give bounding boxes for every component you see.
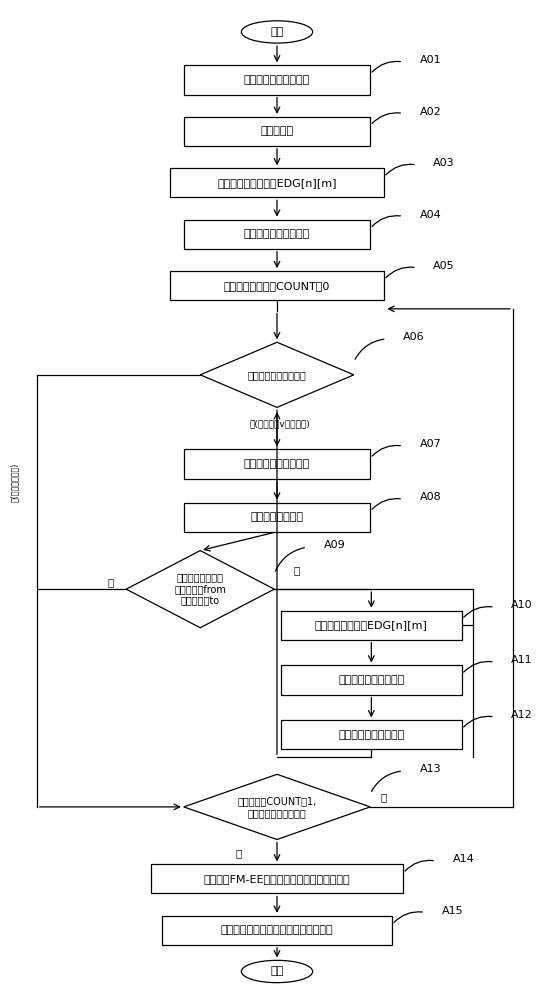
Text: 遍历每个元胞是否结束: 遍历每个元胞是否结束 bbox=[248, 370, 306, 380]
Text: A06: A06 bbox=[403, 332, 425, 342]
Text: 计算初始划分的割切值: 计算初始划分的割切值 bbox=[244, 229, 310, 239]
Bar bbox=[281, 720, 462, 749]
Bar bbox=[281, 665, 462, 695]
Bar bbox=[184, 117, 370, 146]
Text: A07: A07 bbox=[419, 439, 442, 449]
Text: 否(存在结点v未被访问): 否(存在结点v未被访问) bbox=[249, 419, 310, 428]
Bar bbox=[151, 864, 403, 893]
Text: 计算当前元胞的收益值: 计算当前元胞的收益值 bbox=[244, 459, 310, 469]
Text: 是: 是 bbox=[235, 848, 242, 858]
Text: 开始: 开始 bbox=[270, 27, 284, 37]
Text: A08: A08 bbox=[419, 492, 442, 502]
Ellipse shape bbox=[242, 960, 312, 983]
Text: 循环计数器COUNT加1,
是否满足循环中止条件: 循环计数器COUNT加1, 是否满足循环中止条件 bbox=[237, 796, 317, 818]
Bar bbox=[170, 168, 384, 197]
Text: 元胞初始化: 元胞初始化 bbox=[260, 126, 294, 136]
Bar bbox=[184, 65, 370, 95]
Text: 运行基于FM-EE方法的赋权有向超图划分程序: 运行基于FM-EE方法的赋权有向超图划分程序 bbox=[204, 874, 350, 884]
Text: 如果当前元胞状态
从当前状态from
翻转到状态to: 如果当前元胞状态 从当前状态from 翻转到状态to bbox=[175, 573, 226, 606]
Bar bbox=[184, 220, 370, 249]
Text: A01: A01 bbox=[419, 55, 441, 65]
Text: A11: A11 bbox=[511, 655, 533, 665]
Text: 更新当前划分的割切值: 更新当前划分的割切值 bbox=[338, 675, 404, 685]
Text: 否: 否 bbox=[380, 792, 386, 802]
Text: 是(直至访问结束): 是(直至访问结束) bbox=[11, 462, 19, 502]
Text: A15: A15 bbox=[442, 906, 463, 916]
Text: 保存划分结果在赋权有向超图划分文件: 保存划分结果在赋权有向超图划分文件 bbox=[220, 925, 334, 935]
Text: 更新二维辅助数组EDG[n][m]: 更新二维辅助数组EDG[n][m] bbox=[315, 620, 428, 630]
Bar bbox=[184, 503, 370, 532]
Text: 否: 否 bbox=[108, 577, 114, 587]
Text: 初始化循环计数器COUNT为0: 初始化循环计数器COUNT为0 bbox=[224, 281, 330, 291]
Text: A13: A13 bbox=[419, 764, 441, 774]
Text: A03: A03 bbox=[433, 158, 455, 168]
Text: 是: 是 bbox=[293, 565, 299, 575]
Text: 更新已找到的最优划分: 更新已找到的最优划分 bbox=[338, 730, 404, 740]
Bar bbox=[162, 916, 392, 945]
Text: A12: A12 bbox=[511, 710, 533, 720]
Bar bbox=[170, 271, 384, 300]
Text: 初始化二维辅助数组EDG[n][m]: 初始化二维辅助数组EDG[n][m] bbox=[217, 178, 337, 188]
Text: A04: A04 bbox=[419, 210, 442, 220]
Text: A14: A14 bbox=[453, 854, 474, 864]
Bar bbox=[281, 611, 462, 640]
Polygon shape bbox=[126, 551, 274, 628]
Bar bbox=[184, 449, 370, 479]
Text: A10: A10 bbox=[511, 600, 533, 610]
Text: 演化当前元胞状态: 演化当前元胞状态 bbox=[250, 512, 304, 522]
Text: 读取赋权有向超图文件: 读取赋权有向超图文件 bbox=[244, 75, 310, 85]
Ellipse shape bbox=[242, 21, 312, 43]
Text: A09: A09 bbox=[324, 540, 345, 550]
Polygon shape bbox=[184, 774, 370, 839]
Text: A02: A02 bbox=[419, 107, 442, 117]
Polygon shape bbox=[200, 342, 354, 407]
Text: 结束: 结束 bbox=[270, 967, 284, 977]
Text: A05: A05 bbox=[433, 261, 455, 271]
